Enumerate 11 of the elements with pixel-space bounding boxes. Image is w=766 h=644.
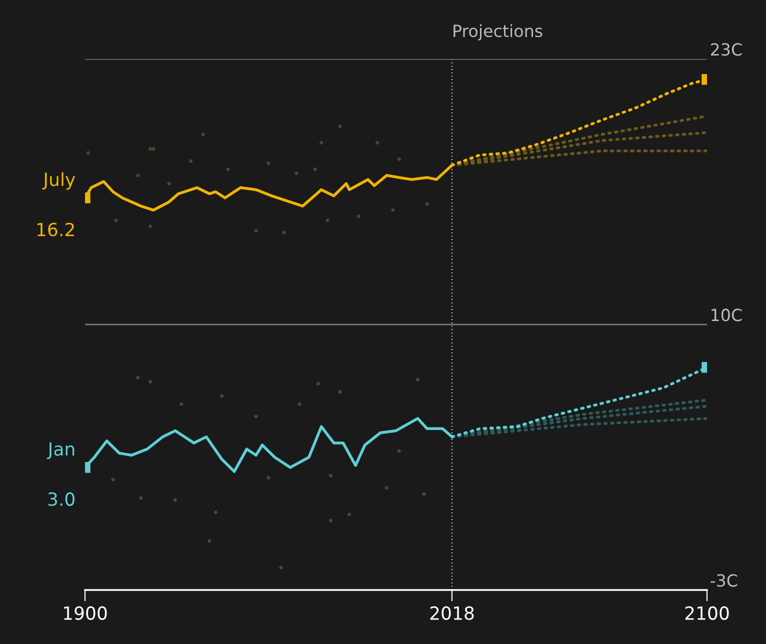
y-tick-label: 10C [712,308,742,322]
data-label: 16.2 [37,222,74,236]
x-tick-label: 2100 [685,606,729,620]
y-tick-label: -3C [710,574,738,587]
ref-line-label: Projections [454,24,542,40]
series-label: Jan [46,442,74,460]
y-tick-label: 23C [711,43,742,56]
x-tick-label: 1900 [64,606,107,620]
data-label: 3.0 [48,492,74,506]
x-tick-label: 2018 [430,606,474,620]
series-label: July [42,172,76,190]
